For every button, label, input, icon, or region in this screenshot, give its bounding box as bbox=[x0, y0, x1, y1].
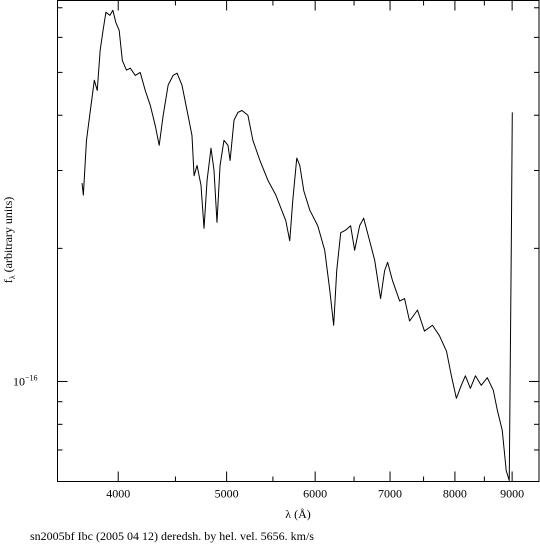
x-tick-label: 8000 bbox=[443, 487, 467, 501]
y-label-text: (arbitrary units) bbox=[1, 197, 15, 273]
y-tick-base: 10 bbox=[13, 374, 25, 388]
y-label-subscript: λ bbox=[8, 275, 17, 279]
plot-frame bbox=[57, 0, 540, 482]
x-tick-label: 5000 bbox=[215, 487, 239, 501]
spectrum-line bbox=[81, 9, 513, 482]
x-axis-label: λ (Å) bbox=[285, 507, 310, 521]
x-tick-label: 6000 bbox=[303, 487, 327, 501]
x-tick-label: 9000 bbox=[500, 487, 524, 501]
x-tick-label: 4000 bbox=[106, 487, 130, 501]
y-tick-exponent: −16 bbox=[25, 373, 38, 382]
y-axis-label: fλ (arbitrary units) bbox=[1, 197, 17, 284]
x-tick-label: 7000 bbox=[378, 487, 402, 501]
y-tick-label: 10−16 bbox=[13, 373, 38, 388]
caption: sn2005bf Ibc (2005 04 12) deredsh. by he… bbox=[30, 529, 314, 543]
y-label-symbol: f bbox=[1, 279, 15, 283]
